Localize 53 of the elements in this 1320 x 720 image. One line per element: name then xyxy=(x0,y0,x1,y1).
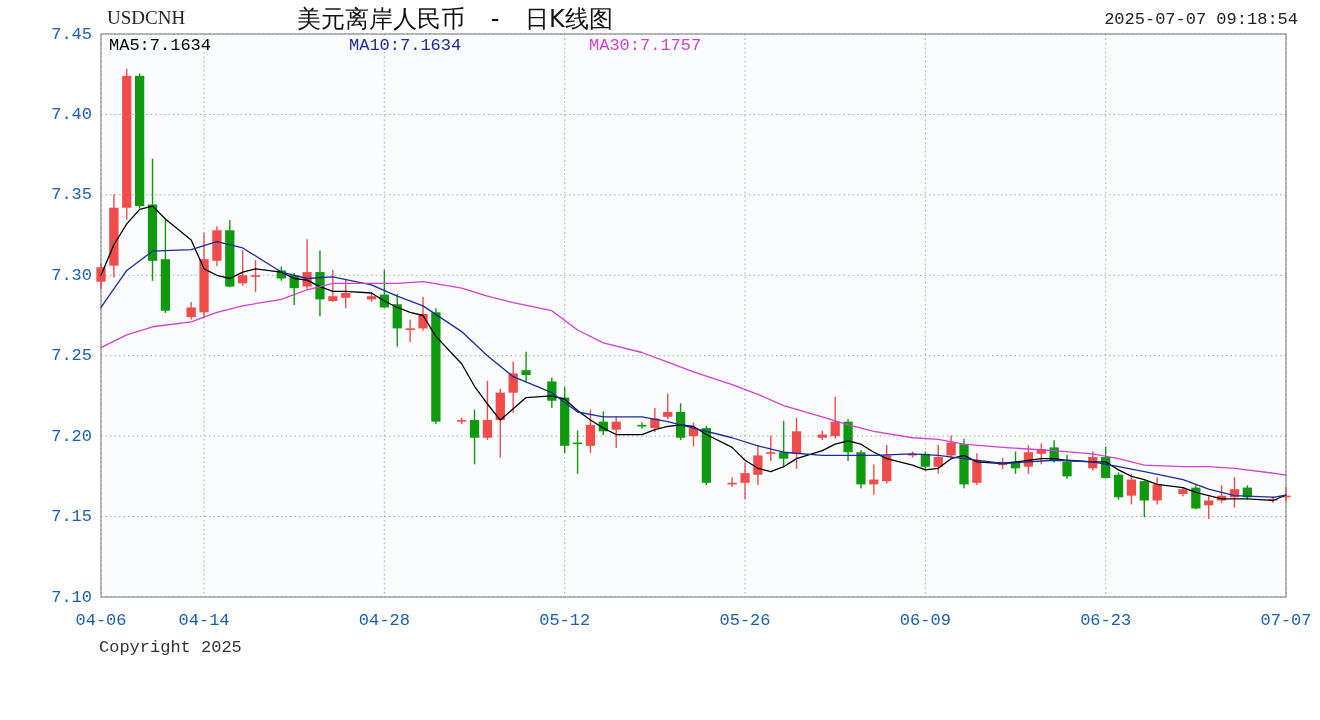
candlestick xyxy=(791,417,802,470)
text: MA10:7.1634 xyxy=(349,36,462,55)
candlestick xyxy=(341,279,351,309)
candlestick xyxy=(469,409,480,465)
candlestick xyxy=(611,416,621,449)
y-tick-label: 7.35 xyxy=(51,185,92,205)
y-tick-label: 7.30 xyxy=(51,265,92,285)
x-tick-label: 07-07 xyxy=(1260,611,1312,630)
candlestick xyxy=(972,453,982,486)
candlestick xyxy=(1152,477,1162,505)
candlestick xyxy=(1126,474,1137,505)
candlestick xyxy=(766,435,776,461)
candlestick xyxy=(328,269,338,302)
candlestick xyxy=(753,445,763,486)
candlestick xyxy=(1191,485,1201,510)
x-tick-label: 04-14 xyxy=(178,611,230,630)
candlestick xyxy=(1204,496,1214,519)
candlestick xyxy=(1139,480,1149,518)
candlestick xyxy=(663,393,673,420)
candlestick xyxy=(1062,454,1072,479)
candlestick xyxy=(250,260,261,293)
x-tick-label: 04-06 xyxy=(75,611,127,630)
chart-subtitle: USDCNH xyxy=(107,7,186,28)
y-tick-label: 7.45 xyxy=(51,24,92,44)
candlestick xyxy=(482,380,493,441)
candlestick xyxy=(508,361,518,413)
candlestick xyxy=(521,351,531,383)
y-tick-label: 7.25 xyxy=(51,346,92,366)
x-tick-label: 06-09 xyxy=(899,611,951,630)
candlestick xyxy=(1113,472,1124,500)
x-tick-label: 06-23 xyxy=(1080,611,1132,630)
candlestick xyxy=(585,409,596,453)
line-series xyxy=(100,281,1287,476)
text: Copyright 2025 xyxy=(99,638,242,657)
y-tick-label: 7.20 xyxy=(51,426,92,446)
x-tick-label: 05-12 xyxy=(539,611,591,630)
y-tick-label: 7.15 xyxy=(51,507,92,527)
y-tick-label: 7.40 xyxy=(51,104,92,124)
candlestick xyxy=(779,420,789,468)
text: MA5:7.1634 xyxy=(109,36,212,55)
candlestick xyxy=(238,250,248,286)
candlestick xyxy=(946,435,956,458)
candlestick xyxy=(418,297,428,331)
candlestick xyxy=(933,445,943,474)
candlestick xyxy=(830,396,840,439)
chart-title: 美元离岸人民币 - 日K线图 xyxy=(297,5,613,33)
x-tick-label: 04-28 xyxy=(358,611,410,630)
x-tick-label: 05-26 xyxy=(719,611,771,630)
candlestick xyxy=(740,462,750,500)
y-tick-label: 7.10 xyxy=(51,587,92,607)
text: 2025-07-07 09:18:54 xyxy=(1104,10,1298,29)
candlestick xyxy=(405,319,415,342)
text: MA30:7.1757 xyxy=(589,36,702,55)
